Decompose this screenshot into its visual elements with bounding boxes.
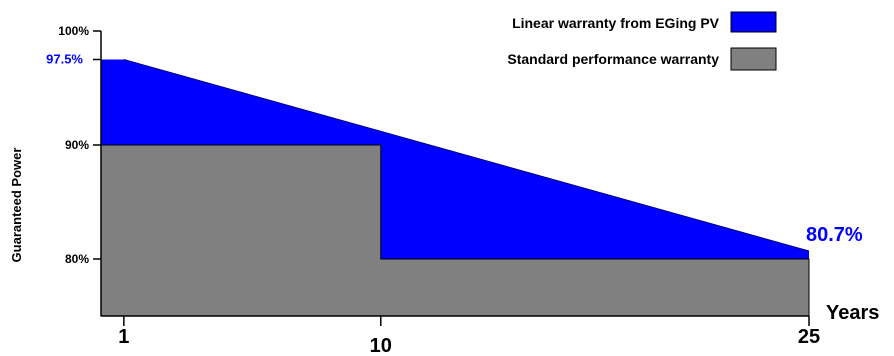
legend-label-standard-warranty: Standard performance warranty [507,51,719,67]
y-axis-title: Guaranteed Power [9,148,24,263]
x-tick-label: 25 [798,326,820,348]
y-ticks: 100% 90% 80% [58,24,101,266]
y-tick-label: 100% [58,24,89,38]
x-tick-label: 10 [370,335,392,356]
legend: Linear warranty from EGing PV Standard p… [507,11,777,71]
axes [100,31,809,317]
x-ticks: 1 10 25 [118,316,820,356]
standard-warranty-area [100,144,810,317]
y-tick-label: 90% [65,138,89,152]
legend-label-linear-warranty: Linear warranty from EGing PV [512,15,720,31]
plot-areas [100,59,810,317]
start-value-annotation: 97.5% [46,52,83,67]
linear-warranty-line [123,59,810,252]
legend-swatch-linear-warranty [730,11,777,33]
x-tick-label: 1 [118,326,129,348]
y-tick-label: 80% [65,252,89,266]
end-value-annotation: 80.7% [806,224,863,246]
x-axis-title: Years [826,302,879,324]
legend-swatch-standard-warranty [730,47,777,71]
